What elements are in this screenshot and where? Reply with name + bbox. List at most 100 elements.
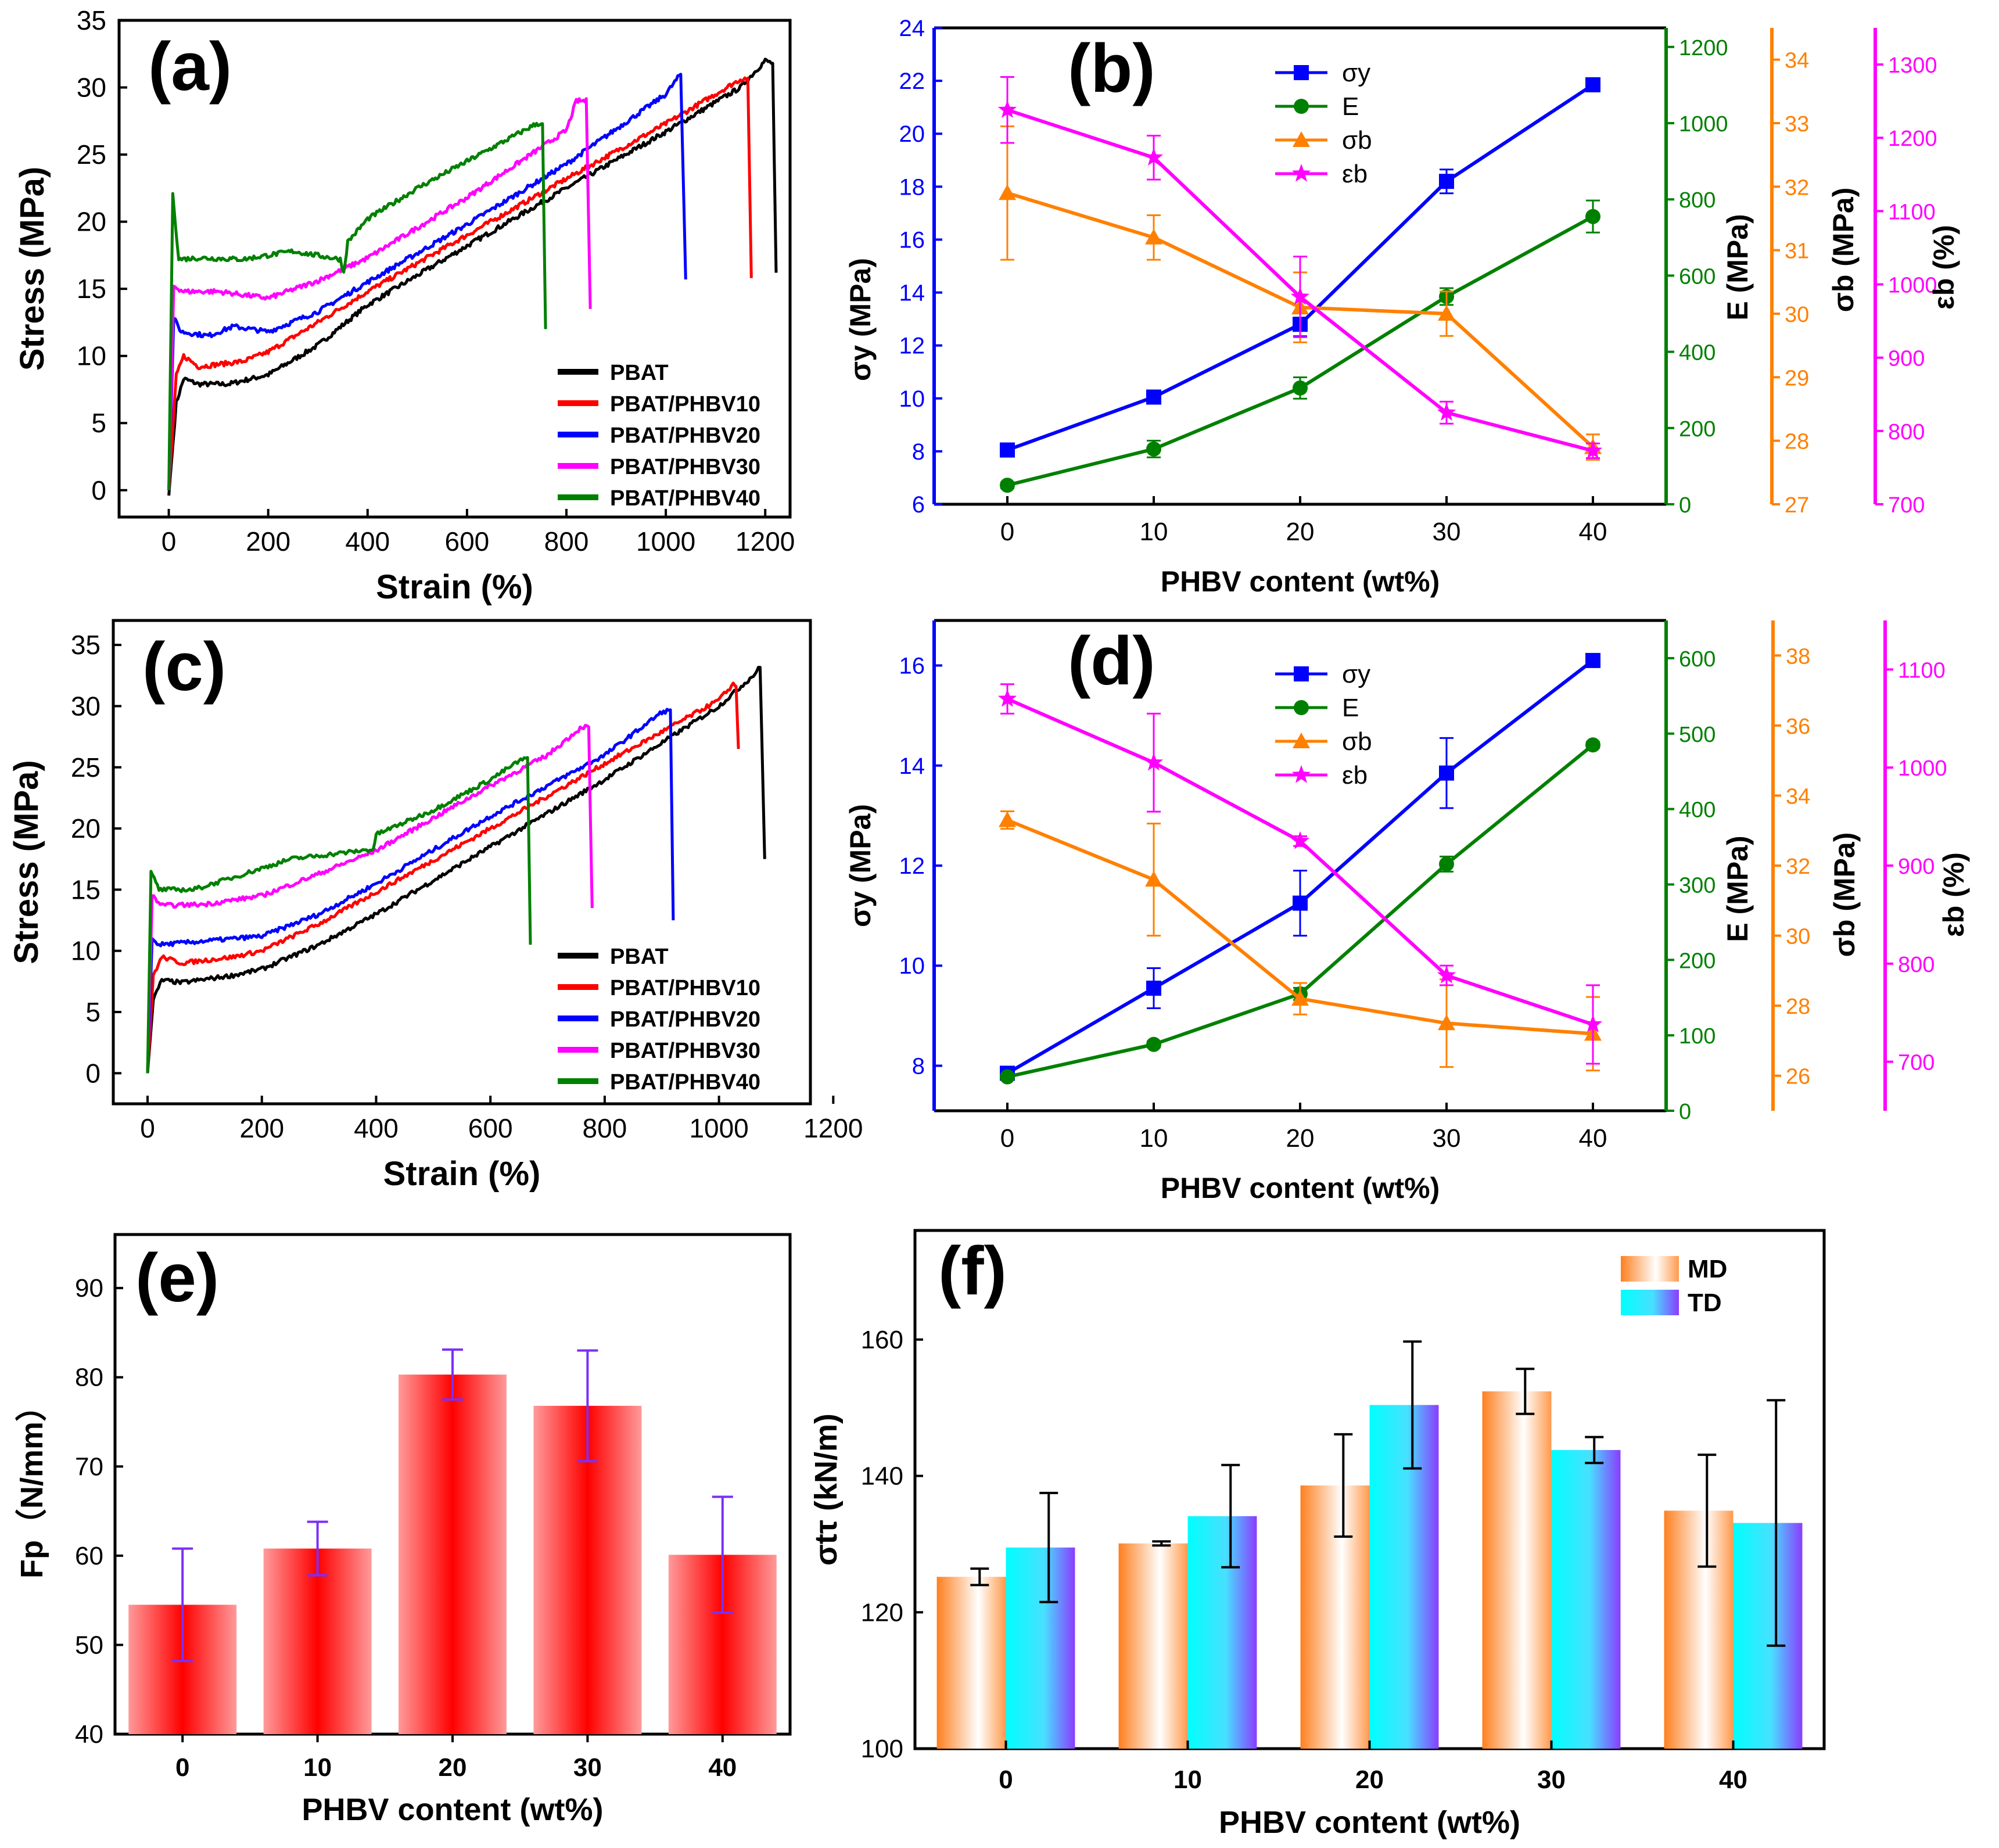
y-tick-label: 1200 bbox=[1679, 36, 1728, 60]
y-tick-label: 14 bbox=[899, 281, 925, 306]
x-tick-label: 10 bbox=[1173, 1766, 1202, 1794]
x-axis-title: Strain (%) bbox=[376, 568, 533, 606]
x-tick-label: 0 bbox=[1000, 518, 1014, 546]
bar-md bbox=[1664, 1510, 1734, 1749]
y-tick-label: 8 bbox=[912, 1053, 925, 1079]
x-tick-label: 1200 bbox=[735, 526, 795, 557]
legend-label: PBAT/PHBV20 bbox=[610, 424, 760, 448]
x-axis-title: Strain (%) bbox=[383, 1155, 541, 1193]
legend-label: εb bbox=[1342, 761, 1368, 790]
panel-label: (b) bbox=[1068, 30, 1155, 107]
series-line-pbat bbox=[146, 666, 766, 1074]
series-line-pbat-phbv30 bbox=[146, 724, 594, 1074]
data-point bbox=[1291, 990, 1309, 1006]
legend-label: MD bbox=[1688, 1255, 1727, 1283]
y-tick-label: 160 bbox=[861, 1326, 903, 1354]
chart-layer: 0 200 400 600 800 1000 120005101520253035Strai… bbox=[8, 5, 1970, 1840]
x-tick-label: 40 bbox=[708, 1753, 737, 1782]
y-tick-label: 70 bbox=[75, 1452, 103, 1481]
data-point bbox=[1585, 209, 1600, 224]
y-tick-label: 12 bbox=[899, 853, 925, 879]
y-tick-label: 1000 bbox=[1679, 112, 1728, 137]
x-tick-label: 20 bbox=[1286, 1124, 1315, 1153]
y-tick-label: 30 bbox=[77, 73, 106, 103]
y-tick-label: 60 bbox=[75, 1542, 103, 1570]
x-tick-label: 0 bbox=[162, 526, 177, 557]
x-tick-label: 30 bbox=[573, 1753, 602, 1782]
y-axis-title: E (MPa) bbox=[1721, 214, 1754, 320]
y-tick-label: 20 bbox=[71, 813, 101, 844]
data-point bbox=[1438, 305, 1455, 321]
y-tick-label: 100 bbox=[1679, 1024, 1716, 1049]
y-tick-label: 20 bbox=[77, 207, 106, 237]
legend-label: PBAT/PHBV30 bbox=[610, 1039, 760, 1063]
legend-label: E bbox=[1342, 92, 1359, 121]
y-tick-label: 27 bbox=[1785, 493, 1809, 518]
y-tick-label: 10 bbox=[899, 953, 925, 979]
data-point bbox=[1293, 895, 1308, 911]
panel-label: (a) bbox=[148, 28, 232, 105]
legend-label: σb bbox=[1342, 727, 1372, 756]
data-point bbox=[1145, 871, 1162, 887]
bar-td bbox=[1551, 1449, 1621, 1749]
y-tick-label: 900 bbox=[1888, 347, 1925, 371]
x-tick-label: 0 bbox=[999, 1766, 1013, 1794]
y-tick-label: 10 bbox=[77, 341, 106, 371]
panel-label: (e) bbox=[135, 1240, 219, 1316]
y-tick-label: 600 bbox=[1679, 647, 1716, 672]
y-tick-label: 28 bbox=[1785, 430, 1809, 454]
legend-label: PBAT/PHBV30 bbox=[610, 455, 760, 479]
y-tick-label: 5 bbox=[85, 997, 101, 1027]
x-tick-label: 600 bbox=[445, 526, 490, 557]
y-tick-label: 32 bbox=[1786, 855, 1810, 879]
y-tick-label: 30 bbox=[1786, 925, 1810, 949]
series-line-pbat-phbv30 bbox=[167, 97, 592, 490]
x-tick-label: 30 bbox=[1537, 1766, 1566, 1794]
series-line-pbat-phbv20 bbox=[146, 708, 675, 1074]
data-point bbox=[1145, 228, 1162, 245]
data-point bbox=[1290, 287, 1310, 305]
y-axis-title: σy (MPa) bbox=[844, 258, 877, 381]
data-point bbox=[1290, 831, 1310, 849]
y-tick-label: 400 bbox=[1679, 341, 1716, 365]
y-axis-title: σb (MPa) bbox=[1827, 188, 1860, 313]
x-tick-label: 40 bbox=[1579, 1124, 1607, 1153]
bar-td bbox=[1006, 1547, 1075, 1749]
y-tick-label: 800 bbox=[1679, 188, 1716, 213]
x-tick-label: 800 bbox=[544, 526, 589, 557]
x-tick-label: 0 bbox=[175, 1753, 189, 1782]
bar-md bbox=[1300, 1485, 1370, 1749]
x-tick-label: 0 bbox=[1000, 1124, 1014, 1153]
legend-label: σb bbox=[1342, 126, 1372, 155]
data-point bbox=[1146, 389, 1161, 405]
y-tick-label: 200 bbox=[1679, 949, 1716, 973]
y-axis-title: σb (MPa) bbox=[1828, 833, 1861, 957]
x-tick-label: 400 bbox=[354, 1113, 399, 1143]
data-point bbox=[999, 811, 1016, 827]
y-tick-label: 800 bbox=[1888, 420, 1925, 444]
y-tick-label: 1100 bbox=[1898, 658, 1946, 683]
x-tick-label: 20 bbox=[1355, 1766, 1384, 1794]
plot-frame bbox=[117, 19, 792, 519]
y-tick-label: 30 bbox=[1785, 303, 1809, 327]
bar-md bbox=[1118, 1543, 1188, 1749]
y-tick-label: 1200 bbox=[1888, 127, 1937, 151]
y-tick-label: 90 bbox=[75, 1274, 103, 1302]
y-tick-label: 34 bbox=[1786, 784, 1810, 809]
series-line-pbat-phbv40 bbox=[146, 756, 532, 1074]
data-point bbox=[1438, 1014, 1455, 1031]
x-tick-label: 10 bbox=[303, 1753, 332, 1782]
data-point bbox=[1000, 1069, 1015, 1085]
y-axis-title: Stress (MPa) bbox=[8, 760, 45, 964]
series-line-pbat-phbv10 bbox=[146, 681, 740, 1074]
data-point bbox=[1000, 442, 1015, 458]
y-tick-label: 33 bbox=[1785, 112, 1809, 137]
y-tick-label: 31 bbox=[1785, 239, 1809, 264]
y-tick-label: 25 bbox=[77, 139, 106, 170]
y-tick-label: 0 bbox=[1679, 1100, 1691, 1124]
data-point bbox=[1439, 174, 1454, 189]
y-tick-label: 10 bbox=[899, 386, 925, 412]
y-tick-label: 300 bbox=[1679, 873, 1716, 898]
panel-label: (d) bbox=[1068, 623, 1155, 699]
bar-td bbox=[1369, 1405, 1439, 1749]
